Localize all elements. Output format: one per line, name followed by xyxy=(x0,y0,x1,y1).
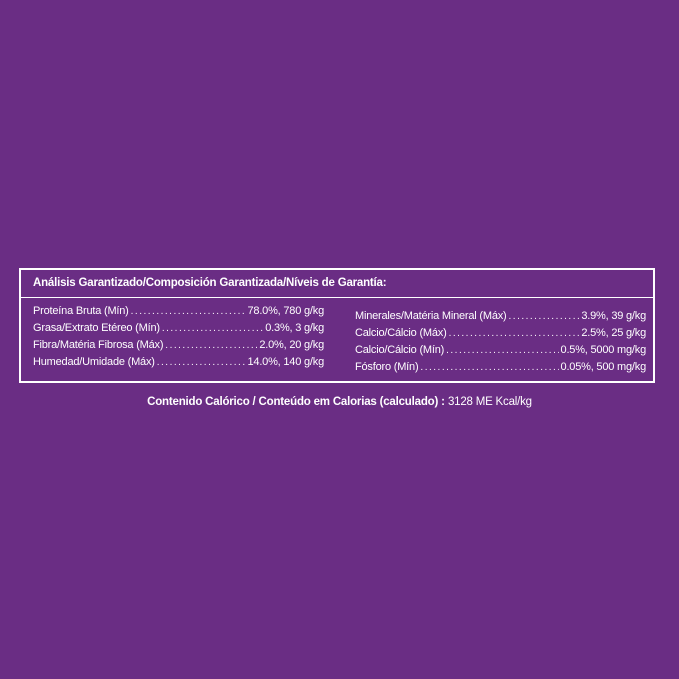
nutrient-value: 2.5%, 25 g/kg xyxy=(581,327,646,339)
dot-leader xyxy=(131,303,246,320)
nutrient-row: Grasa/Extrato Etéreo (Mín) 0.3%, 3 g/kg xyxy=(33,320,324,337)
nutrient-value: 78.0%, 780 g/kg xyxy=(247,305,324,317)
nutrient-value: 3.9%, 39 g/kg xyxy=(581,310,646,322)
dot-leader xyxy=(165,337,257,354)
nutrient-row: Calcio/Cálcio (Máx) 2.5%, 25 g/kg xyxy=(355,325,646,342)
dot-leader xyxy=(157,354,246,371)
nutrient-name: Calcio/Cálcio (Mín) xyxy=(355,344,445,356)
panel-title: Análisis Garantizado/Composición Garanti… xyxy=(33,277,387,289)
nutrient-name: Calcio/Cálcio (Máx) xyxy=(355,327,447,339)
right-column: Minerales/Matéria Mineral (Máx) 3.9%, 39… xyxy=(355,308,646,376)
nutrient-row: Fibra/Matéria Fibrosa (Máx) 2.0%, 20 g/k… xyxy=(33,337,324,354)
nutrient-row: Proteína Bruta (Mín) 78.0%, 780 g/kg xyxy=(33,303,324,320)
nutrient-value: 0.5%, 5000 mg/kg xyxy=(560,344,647,356)
dot-leader xyxy=(162,320,263,337)
caloric-value: 3128 ME Kcal/kg xyxy=(447,396,532,408)
nutrient-value: 0.05%, 500 mg/kg xyxy=(560,361,647,373)
dot-leader xyxy=(420,359,558,376)
nutrient-name: Minerales/Matéria Mineral (Máx) xyxy=(355,310,507,322)
left-column: Proteína Bruta (Mín) 78.0%, 780 g/kg Gra… xyxy=(33,303,324,371)
dot-leader xyxy=(446,342,558,359)
title-divider xyxy=(21,297,653,298)
nutrient-row: Minerales/Matéria Mineral (Máx) 3.9%, 39… xyxy=(355,308,646,325)
nutrient-row: Fósforo (Mín) 0.05%, 500 mg/kg xyxy=(355,359,646,376)
nutrient-name: Proteína Bruta (Mín) xyxy=(33,305,129,317)
dot-leader xyxy=(449,325,580,342)
caloric-content: Contenido Calórico / Conteúdo em Caloria… xyxy=(0,396,679,408)
nutrient-value: 2.0%, 20 g/kg xyxy=(259,339,324,351)
nutrient-name: Humedad/Umidade (Máx) xyxy=(33,356,155,368)
nutrient-name: Fósforo (Mín) xyxy=(355,361,419,373)
caloric-label: Contenido Calórico / Conteúdo em Caloria… xyxy=(147,396,445,408)
nutrient-row: Calcio/Cálcio (Mín) 0.5%, 5000 mg/kg xyxy=(355,342,646,359)
nutrient-name: Fibra/Matéria Fibrosa (Máx) xyxy=(33,339,164,351)
dot-leader xyxy=(509,308,580,325)
nutrient-name: Grasa/Extrato Etéreo (Mín) xyxy=(33,322,160,334)
guaranteed-analysis-panel: Análisis Garantizado/Composición Garanti… xyxy=(19,268,655,383)
nutrient-row: Humedad/Umidade (Máx) 14.0%, 140 g/kg xyxy=(33,354,324,371)
nutrient-value: 0.3%, 3 g/kg xyxy=(265,322,324,334)
nutrient-value: 14.0%, 140 g/kg xyxy=(247,356,324,368)
